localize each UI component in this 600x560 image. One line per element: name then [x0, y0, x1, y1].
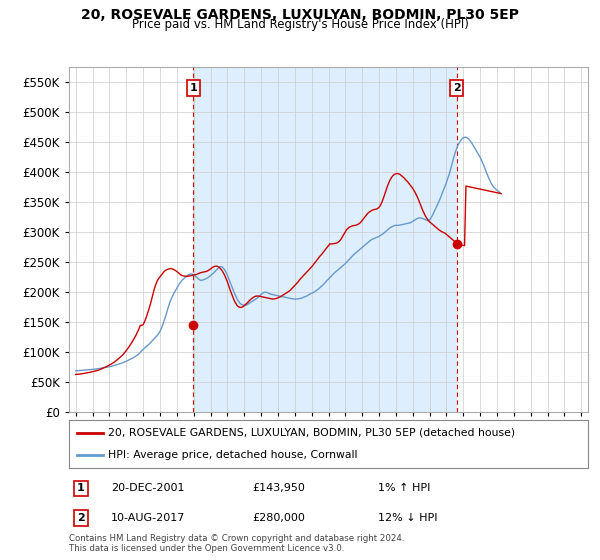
Text: This data is licensed under the Open Government Licence v3.0.: This data is licensed under the Open Gov…	[69, 544, 344, 553]
Text: 1: 1	[77, 483, 85, 493]
Text: 20, ROSEVALE GARDENS, LUXULYAN, BODMIN, PL30 5EP (detached house): 20, ROSEVALE GARDENS, LUXULYAN, BODMIN, …	[108, 428, 515, 438]
Text: 12% ↓ HPI: 12% ↓ HPI	[378, 513, 437, 523]
Bar	[193, 67, 457, 412]
Text: 2: 2	[453, 83, 461, 93]
Text: 20-DEC-2001: 20-DEC-2001	[111, 483, 185, 493]
Text: 1% ↑ HPI: 1% ↑ HPI	[378, 483, 430, 493]
Text: £280,000: £280,000	[252, 513, 305, 523]
Text: HPI: Average price, detached house, Cornwall: HPI: Average price, detached house, Corn…	[108, 450, 358, 460]
Text: 10-AUG-2017: 10-AUG-2017	[111, 513, 185, 523]
Text: Contains HM Land Registry data © Crown copyright and database right 2024.: Contains HM Land Registry data © Crown c…	[69, 534, 404, 543]
Text: Price paid vs. HM Land Registry's House Price Index (HPI): Price paid vs. HM Land Registry's House …	[131, 18, 469, 31]
Text: 1: 1	[190, 83, 197, 93]
Text: 20, ROSEVALE GARDENS, LUXULYAN, BODMIN, PL30 5EP: 20, ROSEVALE GARDENS, LUXULYAN, BODMIN, …	[81, 8, 519, 22]
Text: 2: 2	[77, 513, 85, 523]
Text: £143,950: £143,950	[252, 483, 305, 493]
